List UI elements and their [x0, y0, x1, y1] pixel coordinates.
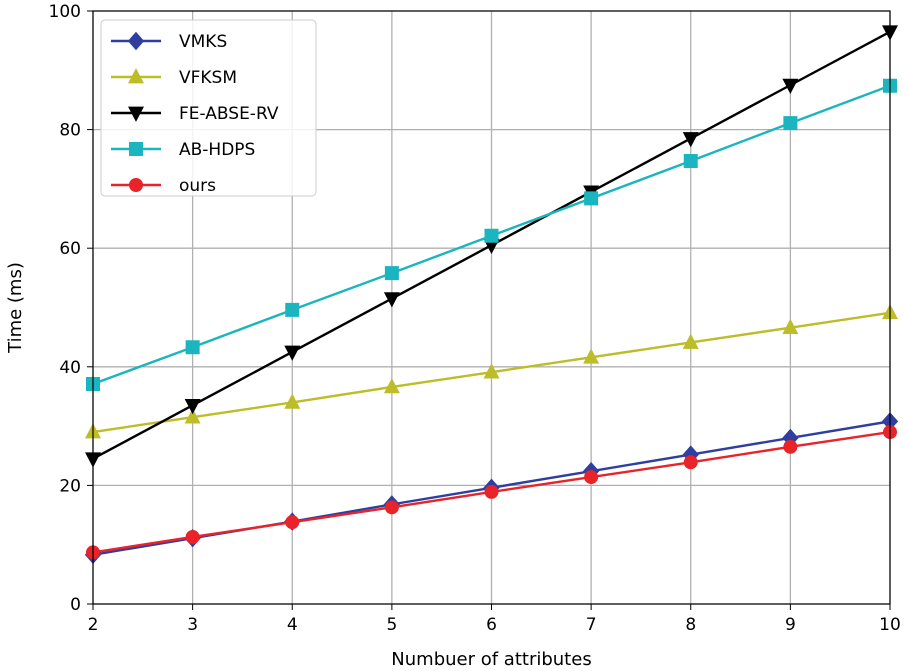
- data-point: [683, 154, 698, 169]
- legend: VMKS VFKSM FE-ABSE-RV AB-HDPS ours: [100, 19, 317, 197]
- data-point: [185, 340, 200, 355]
- data-point: [683, 455, 698, 470]
- legend-marker: [128, 68, 144, 84]
- data-point: [682, 132, 699, 148]
- x-tick-label: 4: [287, 615, 298, 635]
- data-point: [185, 529, 200, 544]
- data-point: [783, 439, 798, 454]
- data-point: [483, 363, 500, 379]
- data-point: [782, 318, 799, 335]
- x-axis-title: Numbuer of attributes: [391, 649, 591, 670]
- data-point: [383, 378, 400, 394]
- legend-entry: VMKS: [111, 31, 227, 52]
- x-tick-label: 8: [685, 615, 696, 635]
- legend-label: ours: [179, 176, 216, 196]
- data-point: [583, 348, 600, 364]
- data-point: [384, 266, 399, 281]
- data-point: [284, 393, 301, 409]
- data-point: [584, 470, 599, 485]
- y-tick-label: 0: [70, 595, 81, 615]
- series-layer: [84, 25, 899, 564]
- legend-entry: AB-HDPS: [111, 140, 255, 160]
- x-tick-label: 10: [879, 615, 901, 635]
- x-tick-label: 5: [386, 615, 397, 635]
- data-point: [782, 78, 799, 95]
- y-tick-label: 20: [59, 476, 81, 496]
- legend-label: AB-HDPS: [179, 140, 255, 160]
- legend-marker: [128, 106, 144, 122]
- y-tick-label: 80: [59, 121, 81, 141]
- y-tick-label: 40: [59, 358, 81, 378]
- legend-marker: [129, 178, 143, 192]
- x-tick-label: 2: [88, 615, 99, 635]
- data-point: [284, 345, 301, 361]
- data-point: [383, 292, 400, 308]
- legend-marker: [129, 142, 143, 156]
- data-point: [285, 515, 300, 530]
- data-point: [783, 116, 798, 131]
- y-tick-label: 100: [49, 2, 81, 22]
- legend-marker: [127, 31, 145, 51]
- legend-entry: FE-ABSE-RV: [111, 104, 279, 124]
- y-ticks: 0 20 40 60 80 100: [49, 2, 93, 615]
- legend-label: VMKS: [179, 32, 227, 52]
- data-point: [285, 302, 300, 317]
- data-point: [384, 500, 399, 515]
- x-tick-label: 3: [187, 615, 198, 635]
- legend-entry: ours: [111, 176, 216, 196]
- data-point: [184, 408, 201, 424]
- series-ours: [86, 425, 897, 560]
- y-axis-title: Time (ms): [5, 262, 26, 354]
- legend-label: VFKSM: [179, 68, 237, 88]
- y-tick-label: 60: [59, 239, 81, 259]
- data-point: [184, 398, 201, 415]
- data-point: [484, 228, 499, 243]
- data-point: [484, 484, 499, 499]
- data-point: [584, 191, 599, 206]
- x-ticks: 2 3 4 5 6 7 8 9 10: [88, 604, 901, 635]
- x-tick-label: 9: [785, 615, 796, 635]
- legend-box: [100, 19, 317, 197]
- x-tick-label: 7: [586, 615, 597, 635]
- data-point: [682, 333, 699, 349]
- legend-label: FE-ABSE-RV: [179, 104, 279, 124]
- x-tick-label: 6: [486, 615, 497, 635]
- legend-entry: VFKSM: [111, 68, 237, 88]
